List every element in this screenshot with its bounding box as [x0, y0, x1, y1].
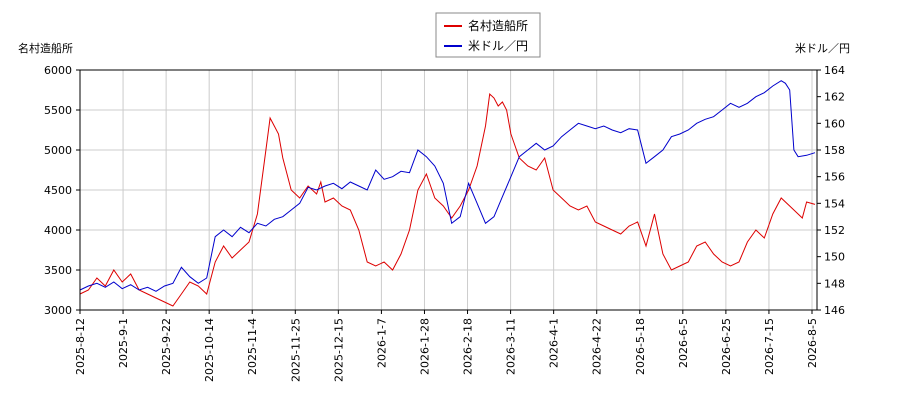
x-tick-label: 2026-6-25 — [720, 318, 733, 375]
x-tick-label: 2026-2-18 — [462, 318, 475, 375]
series-lines — [79, 80, 816, 307]
right-tick-label: 150 — [824, 251, 845, 264]
x-tick-label: 2025-10-14 — [203, 318, 216, 382]
x-tick-label: 2025-12-15 — [332, 318, 345, 382]
right-tick-label: 160 — [824, 117, 845, 130]
x-tick-label: 2026-4-1 — [548, 318, 561, 368]
left-tick-label: 3000 — [44, 304, 72, 317]
right-tick-label: 152 — [824, 224, 845, 237]
usdjpy-line — [79, 80, 816, 292]
stock-price-line — [79, 92, 816, 307]
left-tick-label: 6000 — [44, 64, 72, 77]
right-axis-title: 米ドル／円 — [795, 42, 850, 55]
x-tick-label: 2025-9-1 — [117, 318, 130, 368]
right-tick-label: 148 — [824, 277, 845, 290]
x-tick-label: 2026-8-5 — [806, 318, 819, 368]
left-tick-label: 3500 — [44, 264, 72, 277]
legend-box — [435, 12, 541, 58]
x-tick-label: 2026-6-5 — [677, 318, 690, 368]
right-axis: 146 148 150 152 154 156 158 160 162 164 — [817, 64, 845, 317]
right-tick-label: 156 — [824, 171, 845, 184]
x-tick-label: 2026-7-15 — [763, 318, 776, 375]
left-tick-label: 4000 — [44, 224, 72, 237]
legend: 名村造船所 米ドル／円 — [435, 12, 541, 58]
x-tick-label: 2026-4-22 — [591, 318, 604, 375]
left-tick-label: 5500 — [44, 104, 72, 117]
left-tick-label: 5000 — [44, 144, 72, 157]
right-tick-label: 164 — [824, 64, 845, 77]
x-tick-label: 2026-1-7 — [375, 318, 388, 368]
x-tick-label: 2025-11-25 — [289, 318, 302, 382]
x-tick-label: 2025-9-22 — [160, 318, 173, 375]
right-tick-label: 162 — [824, 91, 845, 104]
legend-fx-label: 米ドル／円 — [468, 39, 528, 53]
x-tick-label: 2026-5-18 — [634, 318, 647, 375]
left-axis-title: 名村造船所 — [18, 41, 73, 55]
legend-stock-label: 名村造船所 — [468, 18, 528, 33]
x-tick-label: 2026-3-11 — [505, 318, 518, 375]
x-tick-label: 2026-1-28 — [418, 318, 431, 375]
right-tick-label: 146 — [824, 304, 845, 317]
right-tick-label: 158 — [824, 144, 845, 157]
right-tick-label: 154 — [824, 197, 845, 210]
left-axis: 3000 3500 4000 4500 5000 5500 6000 — [44, 64, 80, 317]
x-tick-label: 2025-8-12 — [74, 318, 87, 375]
x-tick-label: 2025-11-4 — [246, 318, 259, 375]
x-axis: 2025-8-12 2025-9-1 2025-9-22 2025-10-14 2025… — [74, 310, 819, 382]
grid-lines — [79, 69, 817, 311]
left-tick-label: 4500 — [44, 184, 72, 197]
